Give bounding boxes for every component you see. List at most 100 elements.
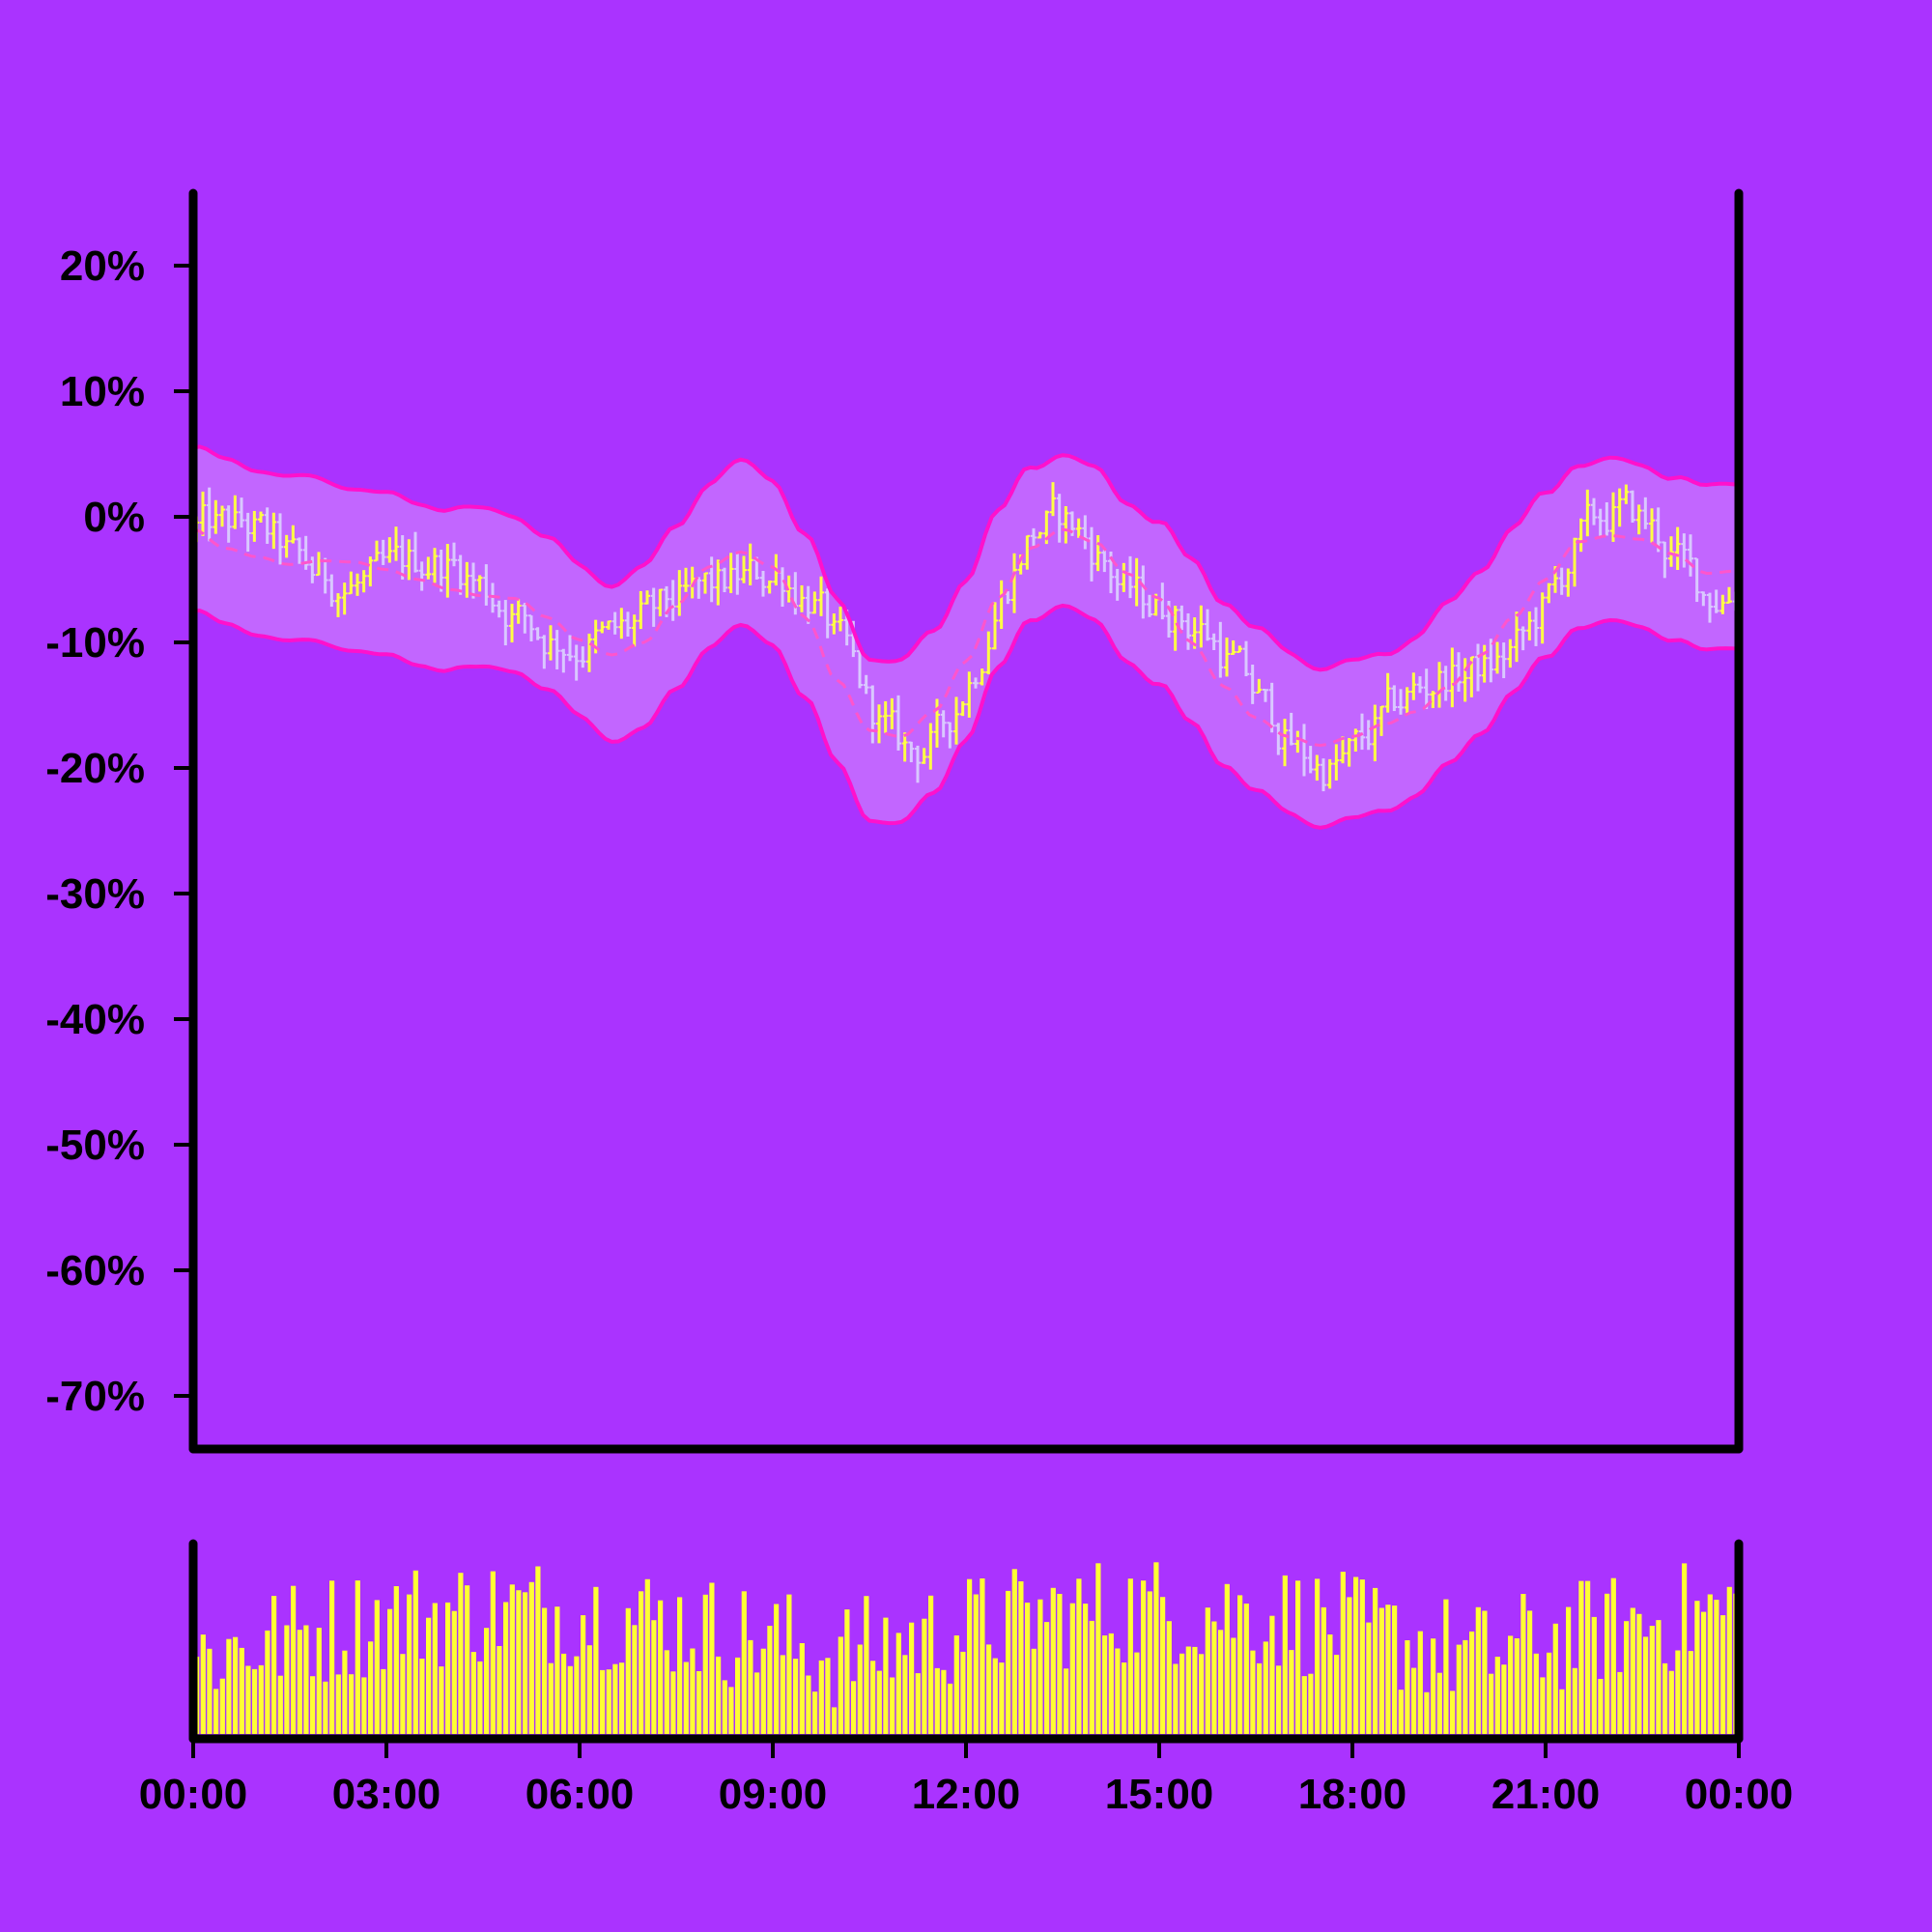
- volume-bar: [1141, 1580, 1147, 1734]
- volume-bar: [1134, 1652, 1140, 1734]
- volume-bar: [1373, 1587, 1378, 1734]
- volume-bar: [1050, 1587, 1056, 1734]
- ohlc-bar: [863, 674, 869, 695]
- volume-bar: [1334, 1655, 1340, 1734]
- ohlc-bar: [915, 745, 921, 783]
- ohlc-bar: [1610, 492, 1616, 542]
- ohlc-bar: [992, 602, 998, 650]
- volume-bar: [465, 1585, 470, 1734]
- ohlc-bar: [1224, 637, 1230, 677]
- volume-bar: [265, 1630, 270, 1734]
- volume-bar: [844, 1609, 850, 1734]
- y-tick-label: -50%: [45, 1122, 145, 1169]
- volume-bar: [1701, 1611, 1707, 1734]
- volume-bar: [1682, 1563, 1688, 1734]
- bollinger-band-area: [193, 446, 1739, 828]
- ohlc-bar: [1423, 668, 1430, 709]
- volume-bar: [1018, 1581, 1024, 1734]
- volume-bar: [581, 1615, 586, 1734]
- ohlc-bar: [502, 600, 509, 646]
- volume-bar: [1089, 1620, 1094, 1734]
- ohlc-bar: [386, 537, 393, 563]
- volume-bar: [1707, 1594, 1713, 1734]
- ohlc-bar: [934, 698, 940, 748]
- ohlc-bar: [1056, 494, 1063, 543]
- ohlc-bar: [1494, 641, 1500, 674]
- volume-bar: [1598, 1679, 1604, 1734]
- upper-band-line: [192, 444, 1740, 672]
- volume-bar: [1456, 1644, 1462, 1734]
- volume-bar: [387, 1608, 393, 1734]
- volume-bar: [1405, 1640, 1410, 1734]
- ohlc-bar: [509, 604, 515, 643]
- volume-bar: [310, 1676, 316, 1734]
- ohlc-bar: [1172, 606, 1179, 651]
- volume-bar: [1218, 1630, 1224, 1734]
- volume-bar: [1720, 1615, 1726, 1734]
- ohlc-bar: [213, 499, 219, 534]
- ohlc-bar: [599, 621, 606, 634]
- volume-bar: [523, 1592, 528, 1734]
- ohlc-bar: [1635, 504, 1642, 535]
- ohlc-bar: [1597, 508, 1604, 538]
- ohlc-bar: [1539, 592, 1546, 644]
- ohlc-bar: [966, 671, 973, 718]
- ohlc-bar: [1359, 713, 1365, 751]
- ohlc-bar: [406, 539, 412, 581]
- volume-bar: [1662, 1662, 1668, 1734]
- volume-bar: [297, 1630, 302, 1734]
- ohlc-bar: [1205, 609, 1210, 641]
- volume-bar: [838, 1636, 843, 1734]
- volume-bar: [1533, 1653, 1539, 1734]
- ohlc-bar: [1063, 505, 1069, 544]
- ohlc-bar: [760, 571, 766, 597]
- volume-bar: [1057, 1594, 1063, 1734]
- ohlc-bar: [741, 555, 747, 583]
- volume-bar: [1263, 1641, 1268, 1734]
- ohlc-bar: [355, 573, 360, 596]
- volume-bar: [368, 1641, 374, 1734]
- volume-bar: [439, 1666, 444, 1734]
- volume-bar: [1675, 1650, 1681, 1734]
- ohlc-bar: [258, 511, 264, 523]
- ohlc-bar: [683, 567, 689, 592]
- ohlc-bar: [418, 561, 425, 591]
- volume-bar: [477, 1661, 483, 1734]
- y-tick-label: 0%: [83, 494, 145, 541]
- ohlc-bar: [302, 535, 309, 570]
- ohlc-bar: [979, 668, 985, 686]
- volume-bar: [284, 1625, 290, 1734]
- x-tick-label: 15:00: [1105, 1771, 1214, 1818]
- volume-bar: [1289, 1650, 1294, 1734]
- ohlc-bar: [1488, 639, 1494, 683]
- volume-bar: [1006, 1590, 1011, 1734]
- y-axis-ticks: 20% 10% 0% -10% -20% -30% -40% -50% -60% -70%: [45, 242, 189, 1420]
- ohlc-bar: [1133, 557, 1140, 607]
- ohlc-bar: [1591, 497, 1597, 526]
- ohlc-bar: [1726, 586, 1732, 604]
- ohlc-bar: [857, 650, 863, 689]
- volume-bar: [973, 1594, 979, 1734]
- volume-bar: [1166, 1621, 1172, 1734]
- volume-bar: [1417, 1631, 1423, 1734]
- ohlc-bar: [1500, 642, 1507, 679]
- ohlc-bar: [476, 575, 483, 592]
- ohlc-bar: [876, 704, 882, 744]
- volume-bar: [1443, 1599, 1449, 1734]
- volume-bar: [1179, 1653, 1185, 1734]
- y-tick-label: -60%: [45, 1247, 145, 1294]
- ohlc-bar: [799, 584, 805, 612]
- ohlc-bar: [722, 567, 727, 593]
- volume-bar: [419, 1659, 425, 1734]
- volume-bar: [1347, 1597, 1352, 1734]
- volume-bar: [1025, 1603, 1031, 1734]
- ohlc-bar: [1442, 666, 1449, 701]
- volume-bar: [1547, 1652, 1552, 1734]
- volume-bar: [851, 1681, 857, 1734]
- volume-bars: [194, 1562, 1739, 1734]
- ohlc-bar: [206, 487, 213, 542]
- x-tick-label: 00:00: [139, 1771, 248, 1818]
- volume-bar: [702, 1594, 708, 1734]
- ohlc-bar: [644, 590, 650, 605]
